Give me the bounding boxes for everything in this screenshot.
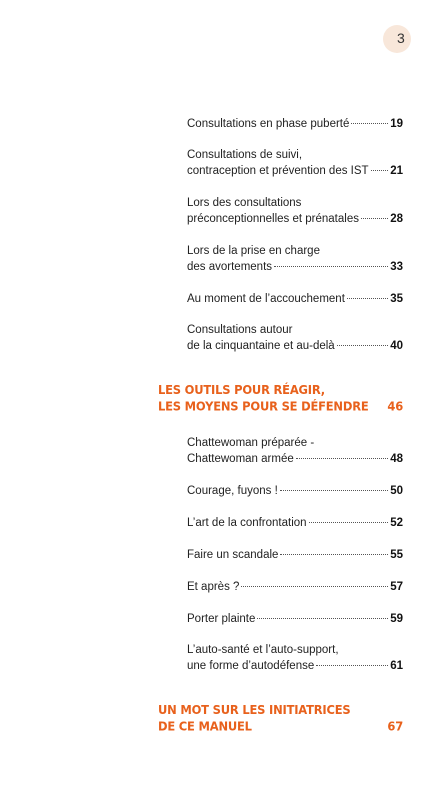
toc-entry-courage[interactable]: Courage, fuyons ! 50 bbox=[187, 483, 403, 499]
toc-entry-title: Consultations en phase puberté bbox=[187, 118, 350, 130]
toc-entry-title: Et après ? bbox=[187, 581, 240, 593]
toc-section-title: DE CE MANUEL bbox=[158, 719, 252, 734]
toc-entry-cinquantaine[interactable]: Consultations autour de la cinquantaine … bbox=[187, 322, 403, 354]
toc-section-outils[interactable]: LES OUTILS POUR RÉAGIR, LES MOYENS POUR … bbox=[158, 381, 403, 415]
toc-section-page: 46 bbox=[387, 399, 403, 414]
toc-entry-page: 59 bbox=[390, 613, 403, 625]
toc-entry-prenatales[interactable]: Lors des consultations préconceptionnell… bbox=[187, 195, 403, 227]
dot-leader bbox=[257, 618, 389, 619]
toc-entry-title: Courage, fuyons ! bbox=[187, 485, 278, 497]
toc-entry-title: Lors de la prise en charge bbox=[187, 245, 320, 257]
toc-section-title: LES OUTILS POUR RÉAGIR, bbox=[158, 382, 325, 397]
toc-entry-title: Porter plainte bbox=[187, 613, 256, 625]
toc-entry-page: 40 bbox=[390, 340, 403, 352]
toc-entry-title: L’art de la confrontation bbox=[187, 517, 307, 529]
dot-leader bbox=[336, 345, 389, 346]
toc-entry-puberte[interactable]: Consultations en phase puberté 19 bbox=[187, 116, 403, 132]
toc-section-initiatrices[interactable]: UN MOT SUR LES INITIATRICES DE CE MANUEL… bbox=[158, 701, 403, 735]
toc-entry-plainte[interactable]: Porter plainte 59 bbox=[187, 611, 403, 627]
dot-leader bbox=[280, 554, 389, 555]
toc-entry-page: 48 bbox=[390, 453, 403, 465]
toc-section-page: 67 bbox=[387, 719, 403, 734]
toc-entry-title: Chattewoman armée bbox=[187, 453, 294, 465]
toc-entry-avortements[interactable]: Lors de la prise en charge des avortemen… bbox=[187, 243, 403, 275]
toc-entry-page: 55 bbox=[390, 549, 403, 561]
dot-leader bbox=[308, 522, 389, 523]
toc-entry-title: Lors des consultations bbox=[187, 197, 302, 209]
toc-entry-title: Chattewoman préparée - bbox=[187, 437, 315, 449]
toc-entry-page: 21 bbox=[390, 165, 403, 177]
toc-entry-page: 61 bbox=[390, 660, 403, 672]
toc-entry-title: Faire un scandale bbox=[187, 549, 279, 561]
toc-entry-confrontation[interactable]: L’art de la confrontation 52 bbox=[187, 515, 403, 531]
dot-leader bbox=[274, 266, 389, 267]
toc-entry-suivi[interactable]: Consultations de suivi, contraception et… bbox=[187, 147, 403, 179]
dot-leader bbox=[351, 123, 389, 124]
toc-entry-apres[interactable]: Et après ? 57 bbox=[187, 579, 403, 595]
toc-entry-page: 35 bbox=[390, 293, 403, 305]
toc-entry-page: 52 bbox=[390, 517, 403, 529]
toc-entry-page: 57 bbox=[390, 581, 403, 593]
toc-section-title: LES MOYENS POUR SE DÉFENDRE bbox=[158, 399, 369, 414]
page-number: 3 bbox=[397, 30, 405, 46]
page-number-badge bbox=[383, 25, 411, 53]
toc-entry-page: 50 bbox=[390, 485, 403, 497]
toc-entry-scandale[interactable]: Faire un scandale 55 bbox=[187, 547, 403, 563]
dot-leader bbox=[346, 298, 389, 299]
toc-section-title: UN MOT SUR LES INITIATRICES bbox=[158, 702, 351, 717]
dot-leader bbox=[295, 458, 389, 459]
toc-entry-title: Au moment de l’accouchement bbox=[187, 293, 345, 305]
toc-entry-title: des avortements bbox=[187, 261, 273, 273]
dot-leader bbox=[279, 490, 389, 491]
toc-entry-page: 19 bbox=[390, 118, 403, 130]
toc-entry-title: Consultations autour bbox=[187, 324, 293, 336]
toc-entry-auto-sante[interactable]: L’auto-santé et l’auto-support, une form… bbox=[187, 642, 403, 674]
toc-entry-title: de la cinquantaine et au-delà bbox=[187, 340, 335, 352]
toc-entry-title: Consultations de suivi, bbox=[187, 149, 303, 161]
dot-leader bbox=[241, 586, 389, 587]
toc-entry-title: une forme d’autodéfense bbox=[187, 660, 315, 672]
toc-entry-title: contraception et prévention des IST bbox=[187, 165, 369, 177]
toc-entry-chattewoman[interactable]: Chattewoman préparée - Chattewoman armée… bbox=[187, 435, 403, 467]
dot-leader bbox=[316, 665, 389, 666]
toc-entry-accouchement[interactable]: Au moment de l’accouchement 35 bbox=[187, 291, 403, 307]
toc-entry-page: 33 bbox=[390, 261, 403, 273]
dot-leader bbox=[360, 218, 389, 219]
toc-entry-title: L’auto-santé et l’auto-support, bbox=[187, 644, 339, 656]
toc-entry-page: 28 bbox=[390, 213, 403, 225]
toc-entry-title: préconceptionnelles et prénatales bbox=[187, 213, 359, 225]
dot-leader bbox=[370, 170, 389, 171]
